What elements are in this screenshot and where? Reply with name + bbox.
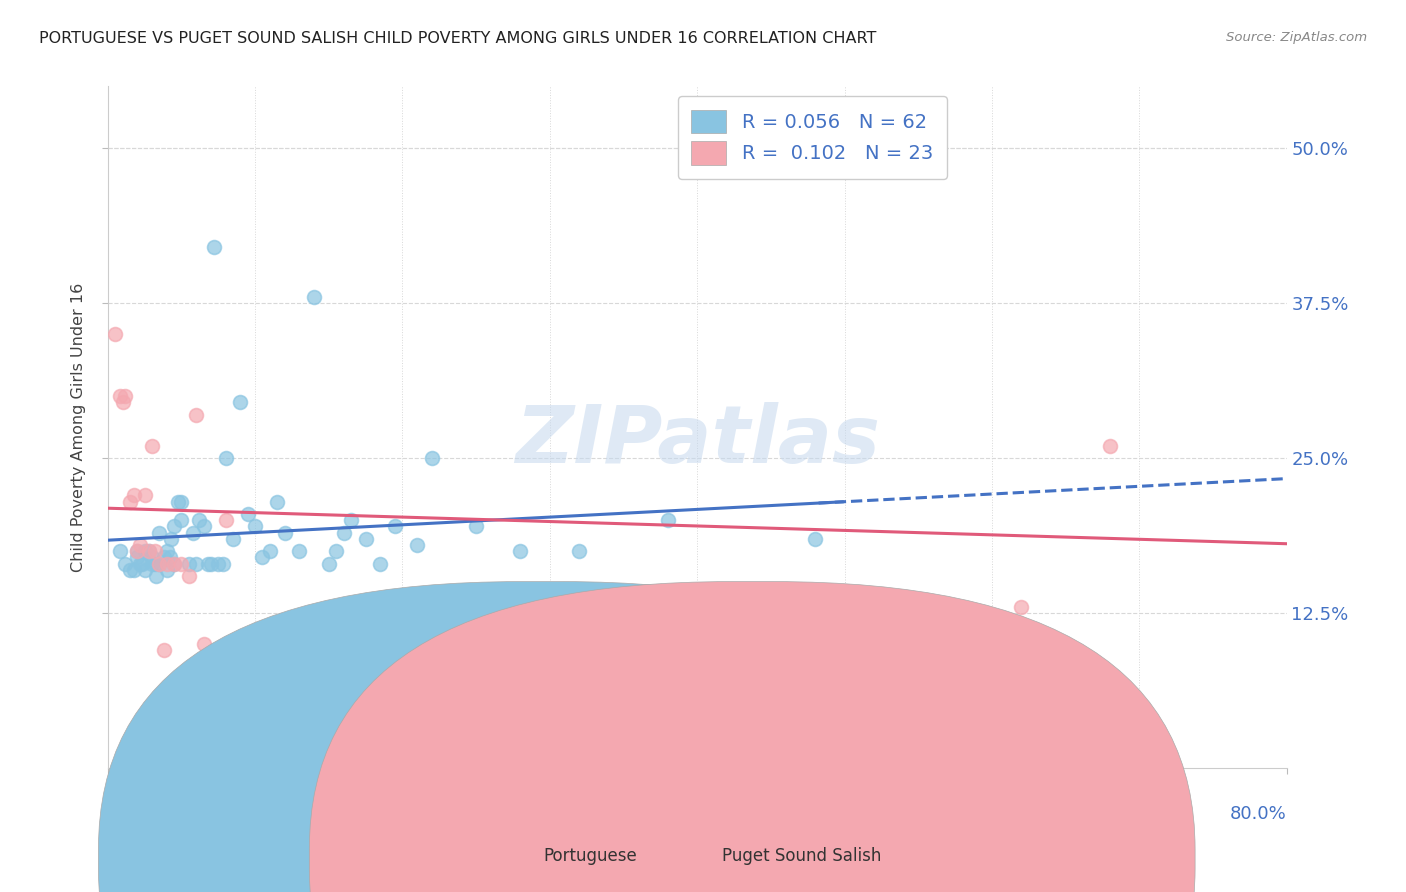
Text: Portuguese: Portuguese bbox=[544, 847, 637, 865]
Point bbox=[266, 494, 288, 508]
Point bbox=[1098, 439, 1121, 453]
Point bbox=[163, 519, 186, 533]
Text: 80.0%: 80.0% bbox=[1230, 805, 1286, 823]
Point bbox=[163, 557, 186, 571]
Point bbox=[148, 557, 170, 571]
Point bbox=[193, 519, 215, 533]
Text: Puget Sound Salish: Puget Sound Salish bbox=[721, 847, 882, 865]
Legend: R = 0.056   N = 62, R =  0.102   N = 23: R = 0.056 N = 62, R = 0.102 N = 23 bbox=[678, 96, 946, 178]
Point bbox=[325, 544, 347, 558]
Point bbox=[406, 538, 429, 552]
Point bbox=[420, 451, 443, 466]
Point bbox=[124, 563, 146, 577]
Point bbox=[200, 557, 222, 571]
Point bbox=[152, 643, 174, 657]
Point bbox=[138, 544, 160, 558]
Point bbox=[163, 557, 186, 571]
Point bbox=[141, 439, 163, 453]
Point bbox=[104, 327, 127, 342]
Point bbox=[177, 569, 200, 583]
Point bbox=[129, 557, 152, 571]
Point bbox=[114, 389, 136, 403]
Point bbox=[143, 557, 166, 571]
Point bbox=[354, 532, 377, 546]
Point bbox=[127, 544, 149, 558]
Point bbox=[340, 513, 363, 527]
Point bbox=[118, 563, 141, 577]
Point bbox=[134, 563, 156, 577]
Point bbox=[657, 513, 679, 527]
Point bbox=[214, 513, 236, 527]
Point bbox=[177, 557, 200, 571]
Point bbox=[229, 395, 252, 409]
Point bbox=[167, 494, 190, 508]
Point bbox=[222, 532, 245, 546]
Point bbox=[186, 408, 208, 422]
Point bbox=[302, 290, 325, 304]
Point bbox=[207, 557, 229, 571]
Point bbox=[148, 557, 170, 571]
Point bbox=[273, 525, 295, 540]
Point bbox=[465, 519, 488, 533]
Point bbox=[509, 544, 531, 558]
Point bbox=[211, 557, 233, 571]
Point bbox=[134, 488, 156, 502]
Point bbox=[202, 240, 225, 254]
Point bbox=[332, 525, 354, 540]
Point bbox=[804, 532, 827, 546]
Point bbox=[181, 525, 204, 540]
Point bbox=[138, 544, 160, 558]
Text: 0.0%: 0.0% bbox=[108, 805, 153, 823]
Point bbox=[148, 525, 170, 540]
Point bbox=[370, 557, 392, 571]
Point bbox=[318, 557, 340, 571]
Point bbox=[152, 550, 174, 565]
Point bbox=[159, 550, 181, 565]
Point bbox=[111, 395, 134, 409]
Point bbox=[127, 544, 149, 558]
Point bbox=[129, 538, 152, 552]
Point bbox=[118, 494, 141, 508]
Point bbox=[114, 557, 136, 571]
Point bbox=[124, 488, 146, 502]
Point bbox=[170, 513, 193, 527]
Point bbox=[143, 544, 166, 558]
Point bbox=[197, 557, 219, 571]
Point bbox=[141, 557, 163, 571]
Point bbox=[214, 451, 236, 466]
Point bbox=[160, 532, 183, 546]
Point bbox=[134, 544, 156, 558]
Point bbox=[186, 557, 208, 571]
Point bbox=[108, 389, 131, 403]
Point bbox=[108, 544, 131, 558]
Point bbox=[131, 557, 153, 571]
Point bbox=[193, 637, 215, 651]
Point bbox=[156, 563, 179, 577]
Point bbox=[243, 519, 266, 533]
Text: Source: ZipAtlas.com: Source: ZipAtlas.com bbox=[1226, 31, 1367, 45]
Y-axis label: Child Poverty Among Girls Under 16: Child Poverty Among Girls Under 16 bbox=[72, 283, 86, 572]
Point bbox=[288, 544, 311, 558]
Point bbox=[156, 557, 179, 571]
Point bbox=[170, 557, 193, 571]
Point bbox=[141, 550, 163, 565]
Text: PORTUGUESE VS PUGET SOUND SALISH CHILD POVERTY AMONG GIRLS UNDER 16 CORRELATION : PORTUGUESE VS PUGET SOUND SALISH CHILD P… bbox=[39, 31, 877, 46]
Point bbox=[252, 550, 274, 565]
Point bbox=[170, 494, 193, 508]
Text: ZIPatlas: ZIPatlas bbox=[515, 401, 880, 480]
Point bbox=[236, 507, 259, 521]
Point bbox=[259, 544, 281, 558]
Point bbox=[384, 519, 406, 533]
Point bbox=[1010, 599, 1032, 614]
Point bbox=[127, 550, 149, 565]
Point bbox=[156, 544, 179, 558]
Point bbox=[145, 569, 167, 583]
Point bbox=[188, 513, 211, 527]
Point bbox=[568, 544, 591, 558]
